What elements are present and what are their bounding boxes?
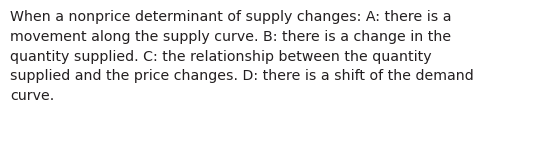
Text: When a nonprice determinant of supply changes: A: there is a
movement along the : When a nonprice determinant of supply ch… xyxy=(10,10,474,103)
